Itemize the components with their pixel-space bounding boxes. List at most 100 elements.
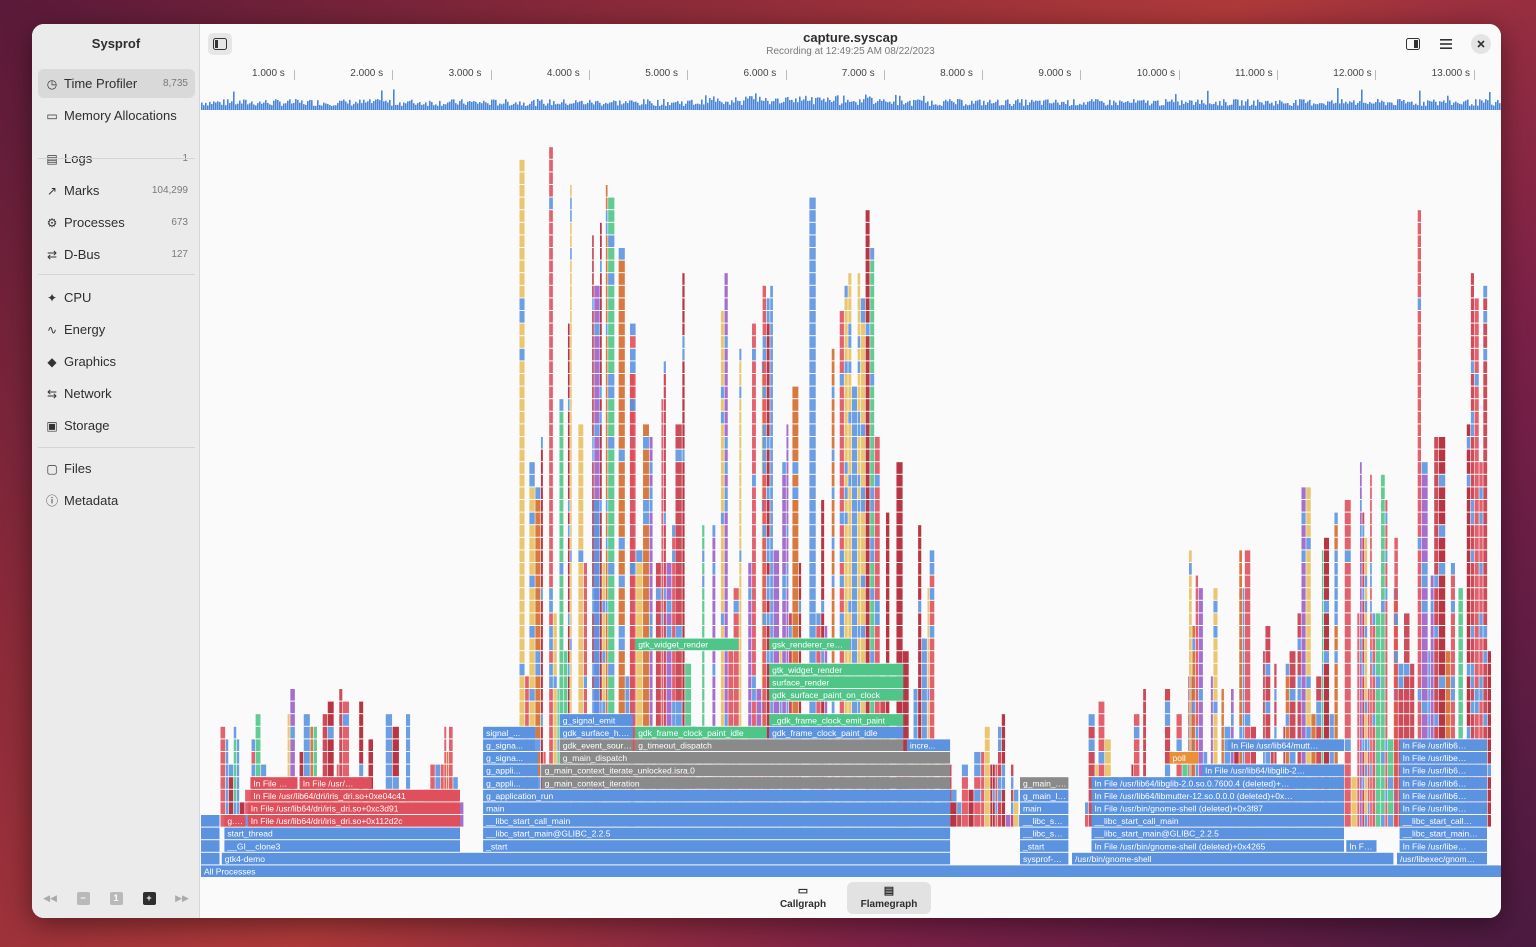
flame-frame[interactable] (720, 462, 724, 474)
flame-frame[interactable] (663, 512, 666, 525)
flame-frame[interactable] (857, 600, 861, 613)
flame-frame[interactable] (720, 525, 724, 537)
flame-frame[interactable] (1479, 689, 1483, 701)
flame-frame[interactable] (792, 588, 799, 600)
flame-frame[interactable] (1164, 739, 1171, 751)
flame-frame[interactable] (535, 512, 541, 525)
flame-frame[interactable] (605, 222, 608, 235)
flame-frame[interactable] (1474, 575, 1479, 588)
flame-frame[interactable] (702, 626, 705, 638)
flame-frame[interactable] (1189, 764, 1192, 777)
flame-frame[interactable] (1466, 638, 1471, 651)
flame-frame[interactable] (600, 424, 602, 436)
flame-frame[interactable] (1362, 663, 1365, 676)
flame-frame[interactable] (1344, 512, 1351, 525)
flame-frame[interactable] (809, 588, 816, 600)
flame-frame[interactable] (559, 399, 564, 411)
flame-frame[interactable] (848, 424, 852, 436)
flame-frame[interactable] (592, 689, 594, 701)
flame-frame[interactable] (559, 638, 564, 651)
flame-frame[interactable] (535, 500, 541, 512)
flame-frame[interactable] (1301, 663, 1306, 676)
flame-frame[interactable] (600, 411, 602, 424)
flame-frame[interactable] (724, 386, 728, 399)
flame-frame[interactable] (233, 764, 237, 777)
flame-frame[interactable] (540, 474, 543, 487)
flame-frame[interactable] (567, 676, 570, 688)
flame-frame[interactable] (682, 361, 685, 373)
flame-frame[interactable] (1359, 676, 1362, 688)
flame-frame[interactable] (600, 273, 602, 285)
flame-frame[interactable] (1421, 701, 1428, 714)
flame-frame[interactable] (1466, 500, 1471, 512)
flame-frame[interactable] (870, 449, 875, 462)
flame-frame[interactable] (1014, 789, 1019, 802)
flame-frame[interactable] (798, 701, 802, 714)
flame-frame[interactable] (865, 361, 870, 373)
flame-frame[interactable] (672, 537, 676, 550)
flame-frame[interactable] (1430, 726, 1434, 739)
flame-frame[interactable] (809, 386, 816, 399)
flame-frame[interactable] (748, 689, 752, 701)
flame-frame[interactable] (608, 235, 615, 247)
flame-frame[interactable] (1421, 714, 1428, 726)
flame-frame[interactable] (303, 714, 310, 726)
flame-frame[interactable] (608, 537, 615, 550)
flame-frame[interactable] (682, 626, 685, 638)
sidebar-toggle-button[interactable] (208, 33, 232, 55)
flame-frame[interactable] (1321, 714, 1324, 726)
flame-frame[interactable] (1321, 663, 1324, 676)
flame-frame[interactable] (458, 815, 464, 827)
flame-frame[interactable] (578, 537, 584, 550)
flame-frame[interactable] (1470, 600, 1474, 613)
flame-frame[interactable] (236, 764, 240, 777)
flame-frame[interactable] (1450, 600, 1455, 613)
flame-frame[interactable] (739, 500, 742, 512)
flame-frame[interactable] (1289, 714, 1296, 726)
flame-frame[interactable] (1458, 613, 1463, 625)
flame-frame[interactable] (549, 260, 553, 273)
flame-frame[interactable] (1394, 789, 1398, 802)
flame-frame[interactable] (848, 298, 852, 310)
flame-frame[interactable] (1265, 689, 1271, 701)
flame-frame[interactable] (1359, 500, 1362, 512)
flame-frame[interactable] (1239, 638, 1243, 651)
flame-frame[interactable] (766, 348, 770, 361)
flame-frame[interactable] (663, 676, 666, 688)
flame-frame[interactable] (1474, 449, 1479, 462)
flame-frame[interactable] (851, 411, 858, 424)
flame-frame[interactable] (519, 424, 525, 436)
flame-frame[interactable] (630, 575, 636, 588)
flame-frame[interactable] (733, 588, 739, 600)
flame-frame[interactable] (600, 487, 602, 499)
flame-frame[interactable] (831, 701, 835, 714)
flame-frame[interactable] (752, 588, 756, 600)
flame-frame[interactable] (886, 626, 890, 638)
flame-frame[interactable] (570, 663, 572, 676)
flame-frame[interactable] (1224, 752, 1231, 764)
flame-frame[interactable] (233, 726, 237, 739)
flame-frame[interactable] (1239, 663, 1243, 676)
flame-frame[interactable] (702, 537, 705, 550)
flame-frame[interactable] (1466, 550, 1471, 562)
flame-frame[interactable] (1466, 651, 1471, 663)
flame-frame[interactable] (593, 676, 600, 688)
flame-frame[interactable] (821, 512, 825, 525)
flame-frame[interactable] (992, 789, 995, 802)
flame-frame[interactable] (290, 689, 295, 701)
flame-frame[interactable] (1198, 752, 1203, 764)
flame-frame[interactable] (682, 512, 685, 525)
flame-frame[interactable] (870, 248, 875, 260)
flame-frame[interactable] (1362, 777, 1365, 789)
flame-frame[interactable] (1445, 689, 1451, 701)
flame-frame[interactable] (594, 386, 600, 399)
flame-frame[interactable] (608, 374, 615, 386)
flame-frame[interactable] (529, 487, 535, 499)
flame-frame[interactable] (1301, 651, 1306, 663)
flame-frame[interactable] (1195, 764, 1199, 777)
flame-frame[interactable] (608, 449, 615, 462)
flame-frame[interactable] (549, 437, 553, 449)
flame-frame[interactable] (1470, 676, 1474, 688)
flame-frame[interactable] (724, 374, 728, 386)
flame-frame[interactable] (974, 752, 981, 764)
